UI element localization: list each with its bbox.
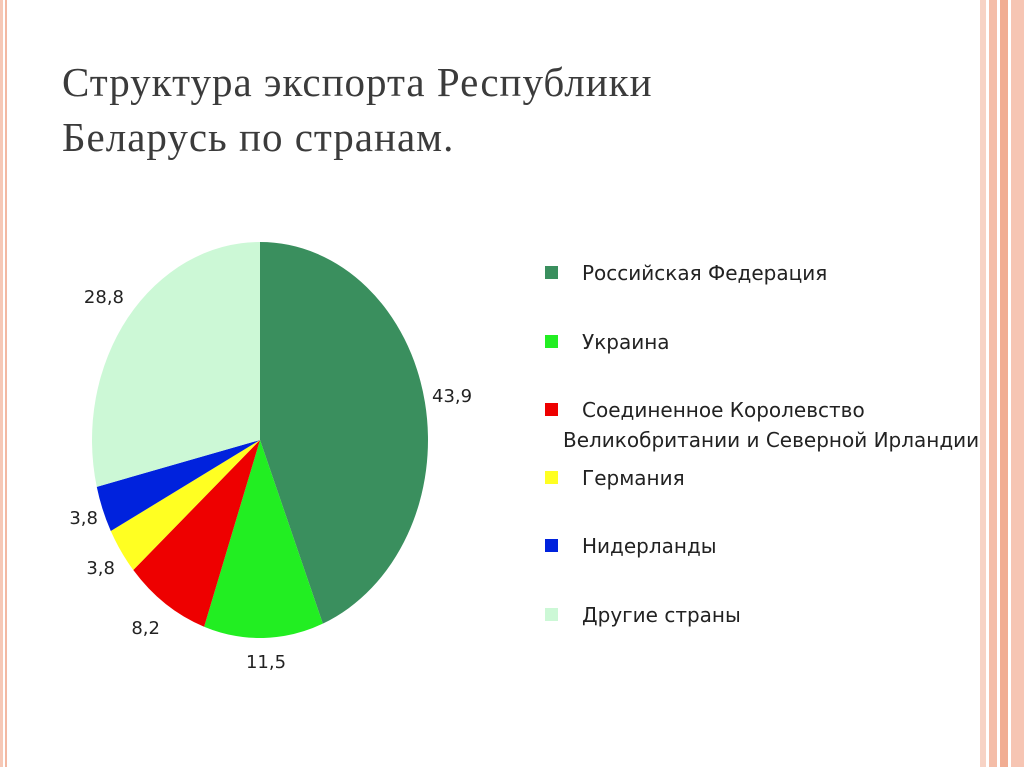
export-pie-chart: 43,9 11,5 8,2 3,8 3,8 28,8 Российская Федераци… xyxy=(69,242,979,673)
slide-title-line-1: Структура экспорта Республики xyxy=(62,59,653,105)
pie-slice-1 xyxy=(260,242,428,624)
legend-swatch-5 xyxy=(545,539,558,552)
slide-frame-right xyxy=(978,0,1024,767)
pie-slice-2 xyxy=(204,440,323,638)
data-label-1: 43,9 xyxy=(432,386,472,407)
legend-label-3-line-1: Соединенное Королевство xyxy=(582,398,865,422)
legend-label-3-line-2: Великобритании и Северной Ирландии xyxy=(563,428,979,452)
data-label-2: 11,5 xyxy=(246,652,286,673)
legend-swatch-3 xyxy=(545,403,558,416)
legend-label-2: Украина xyxy=(582,330,670,354)
slide-frame-left xyxy=(0,0,11,767)
legend-label-5: Нидерланды xyxy=(582,534,717,558)
legend-label-4: Германия xyxy=(582,466,685,490)
pie-slice-4 xyxy=(110,440,260,570)
pie-slice-5 xyxy=(96,440,261,531)
slide-title-line-2: Беларусь по странам. xyxy=(62,114,455,160)
data-label-5: 3,8 xyxy=(69,508,98,529)
legend-swatch-2 xyxy=(545,335,558,348)
legend-label-1: Российская Федерация xyxy=(582,261,827,285)
legend-swatch-6 xyxy=(545,608,558,621)
slide-title: Структура экспорта Республики Беларусь п… xyxy=(62,55,942,165)
data-label-6: 28,8 xyxy=(84,287,124,308)
pie-slice-3 xyxy=(133,440,260,627)
data-label-3: 8,2 xyxy=(131,618,160,639)
legend-label-6: Другие страны xyxy=(582,603,741,627)
data-label-4: 3,8 xyxy=(86,558,115,579)
legend-swatch-4 xyxy=(545,471,558,484)
pie-slice-6 xyxy=(92,242,260,487)
legend-swatch-1 xyxy=(545,266,558,279)
